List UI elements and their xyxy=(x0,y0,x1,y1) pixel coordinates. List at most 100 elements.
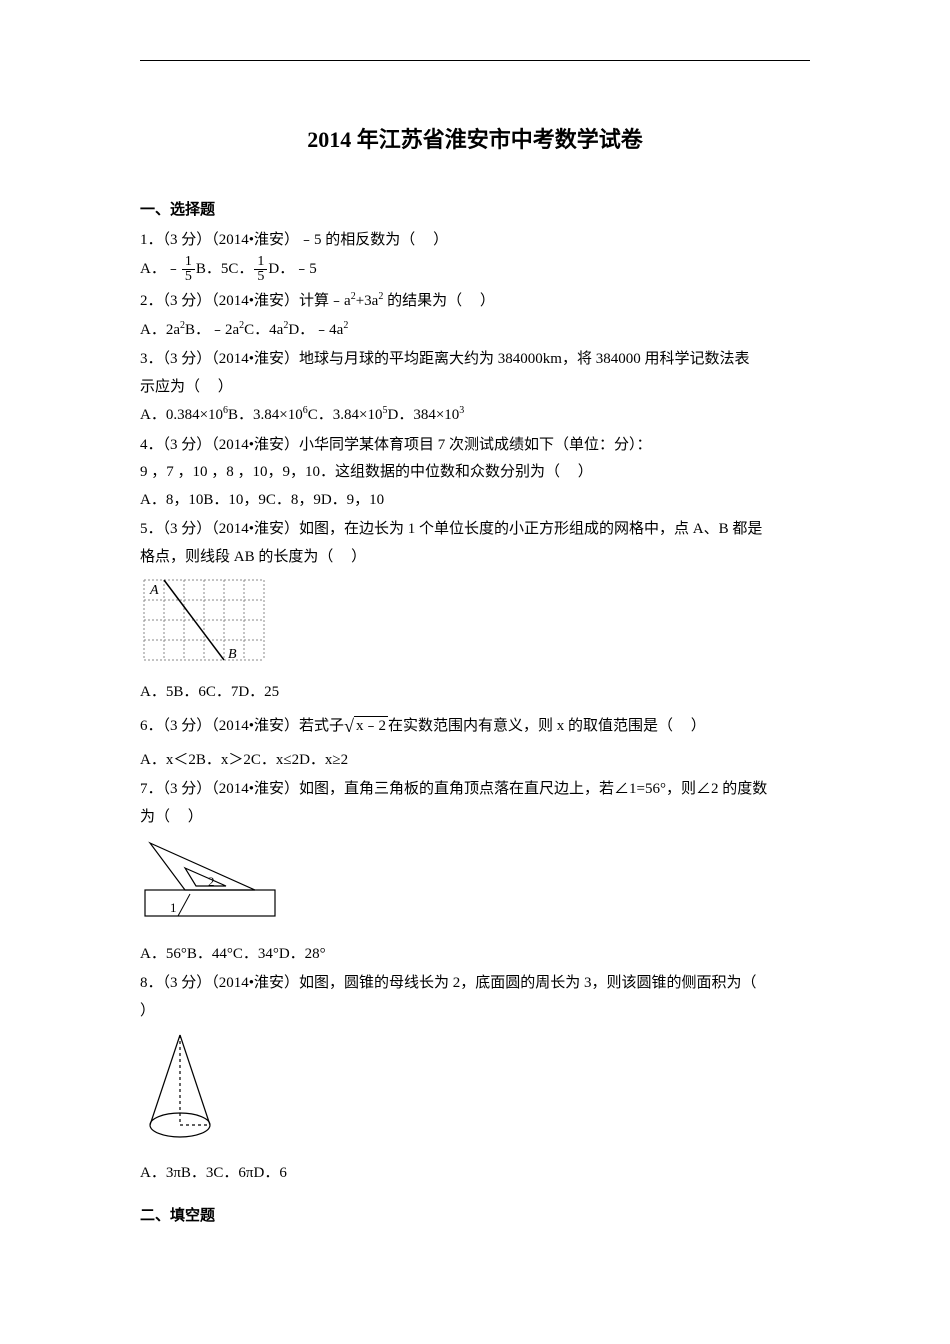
q-number: 1． xyxy=(140,232,163,248)
blank xyxy=(333,549,351,565)
q-stem-1: 计算﹣a xyxy=(299,293,351,309)
paren-close: ） xyxy=(578,464,593,480)
svg-text:B: B xyxy=(228,647,237,662)
question-3: 3．（3 分）（2014•淮安）地球与月球的平均距离大约为 384000km，将… xyxy=(140,347,810,429)
blank xyxy=(560,464,578,480)
q-points: （3 分） xyxy=(163,351,212,367)
q-number: 5． xyxy=(140,521,163,537)
question-text: 6．（3 分）（2014•淮安）若式子√x﹣2在实数范围内有意义，则 x 的取值… xyxy=(140,711,810,742)
question-text-cont: 格点，则线段 AB 的长度为（ ） xyxy=(140,545,810,571)
options: A．5B．6C．7D．25 xyxy=(140,680,810,706)
question-text: 7．（3 分）（2014•淮安）如图，直角三角板的直角顶点落在直尺边上，若∠1=… xyxy=(140,777,810,803)
paren-close: ） xyxy=(480,293,495,309)
q-points: （3 分） xyxy=(163,437,212,453)
q-stem-1: 若式子 xyxy=(299,718,344,734)
sqrt-sign-icon: √ xyxy=(344,716,354,736)
opt-c: C．3.84×10 xyxy=(308,407,383,423)
question-1: 1．（3 分）（2014•淮安）﹣5 的相反数为（ ） A．﹣15B．5C．15… xyxy=(140,228,810,285)
q-number: 3． xyxy=(140,351,163,367)
question-data-line: 9 ，7 ，10 ，8 ，10，9，10．这组数据的中位数和众数分别为（ ） xyxy=(140,460,810,486)
cone-svg xyxy=(140,1030,220,1145)
q-number: 7． xyxy=(140,781,163,797)
fraction: 15 xyxy=(254,255,267,284)
blank xyxy=(170,809,188,825)
opt-a-label: A． xyxy=(140,261,166,277)
ruler-figure: 2 1 xyxy=(140,838,810,934)
q-source: （2014•淮安） xyxy=(211,351,299,367)
question-7: 7．（3 分）（2014•淮安）如图，直角三角板的直角顶点落在直尺边上，若∠1=… xyxy=(140,777,810,967)
q-points: （3 分） xyxy=(163,232,212,248)
question-text-cont: ） xyxy=(140,999,810,1025)
question-text: 5．（3 分）（2014•淮安）如图，在边长为 1 个单位长度的小正方形组成的网… xyxy=(140,517,810,543)
opt-b: B．3.84×10 xyxy=(228,407,303,423)
q-points: （3 分） xyxy=(163,975,212,991)
opt-d: D．384×10 xyxy=(387,407,459,423)
top-horizontal-rule xyxy=(140,60,810,61)
options: A．8，10B．10，9C．8，9D．9，10 xyxy=(140,488,810,514)
opt-a-pre: ﹣ xyxy=(166,261,181,277)
question-8: 8．（3 分）（2014•淮安）如图，圆锥的母线长为 2，底面圆的周长为 3，则… xyxy=(140,971,810,1186)
question-text: 2．（3 分）（2014•淮安）计算﹣a2+3a2 的结果为（ ） xyxy=(140,288,810,315)
q-stem-2: 在实数范围内有意义，则 x 的取值范围是（ xyxy=(388,718,673,734)
opt-b: B．5 xyxy=(196,261,229,277)
q-source: （2014•淮安） xyxy=(211,293,299,309)
options: A．x＜2B．x＞2C．x≤2D．x≥2 xyxy=(140,748,810,774)
options: A．56°B．44°C．34°D．28° xyxy=(140,942,810,968)
opt-a: A．0.384×10 xyxy=(140,407,223,423)
sqrt-body: x﹣2 xyxy=(354,716,388,735)
q-stem-1: 如图，圆锥的母线长为 2，底面圆的周长为 3，则该圆锥的侧面积为（ xyxy=(299,975,757,991)
options: A．3πB．3C．6πD．6 xyxy=(140,1161,810,1187)
fraction: 15 xyxy=(182,255,195,284)
blank xyxy=(673,718,691,734)
question-text: 4．（3 分）（2014•淮安）小华同学某体育项目 7 次测试成绩如下（单位：分… xyxy=(140,433,810,459)
paren-close: ） xyxy=(433,232,448,248)
q-source: （2014•淮安） xyxy=(211,437,299,453)
data-text: 9 ，7 ，10 ，8 ，10，9，10．这组数据的中位数和众数分别为（ xyxy=(140,464,560,480)
q-number: 4． xyxy=(140,437,163,453)
q-points: （3 分） xyxy=(163,293,212,309)
blank xyxy=(200,379,218,395)
ruler-svg: 2 1 xyxy=(140,838,290,924)
q-stem-1: 地球与月球的平均距离大约为 384000km，将 384000 用科学记数法表 xyxy=(299,351,749,367)
paren-close: ） xyxy=(691,718,706,734)
sqrt: √x﹣2 xyxy=(344,718,388,734)
question-2: 2．（3 分）（2014•淮安）计算﹣a2+3a2 的结果为（ ） A．2a2B… xyxy=(140,288,810,343)
opt-c-label: C． xyxy=(228,261,253,277)
question-text: 3．（3 分）（2014•淮安）地球与月球的平均距离大约为 384000km，将… xyxy=(140,347,810,373)
blank xyxy=(462,293,480,309)
cone-figure xyxy=(140,1030,810,1155)
q-stem-2: 为（ xyxy=(140,809,170,825)
q-stem-2: 格点，则线段 AB 的长度为（ xyxy=(140,549,333,565)
opt-c: C．4a xyxy=(244,322,283,338)
q-number: 2． xyxy=(140,293,163,309)
q-points: （3 分） xyxy=(163,521,212,537)
paren-close: ） xyxy=(351,549,366,565)
options: A．0.384×106B．3.84×106C．3.84×105D．384×103 xyxy=(140,402,810,429)
section-1-heading: 一、选择题 xyxy=(140,198,810,224)
q-stem-1: 如图，在边长为 1 个单位长度的小正方形组成的网格中，点 A、B 都是 xyxy=(299,521,762,537)
q-source: （2014•淮安） xyxy=(211,232,299,248)
svg-text:1: 1 xyxy=(170,900,177,915)
question-6: 6．（3 分）（2014•淮安）若式子√x﹣2在实数范围内有意义，则 x 的取值… xyxy=(140,711,810,773)
blank xyxy=(415,232,433,248)
q-points: （3 分） xyxy=(163,718,212,734)
q-number: 8． xyxy=(140,975,163,991)
q-stem: 小华同学某体育项目 7 次测试成绩如下（单位：分）： xyxy=(299,437,652,453)
page-title: 2014 年江苏省淮安市中考数学试卷 xyxy=(140,121,810,158)
paren-close: ） xyxy=(218,379,233,395)
options: A．﹣15B．5C．15D．﹣5 xyxy=(140,255,810,284)
question-text: 8．（3 分）（2014•淮安）如图，圆锥的母线长为 2，底面圆的周长为 3，则… xyxy=(140,971,810,997)
paren-close: ） xyxy=(188,809,203,825)
q-stem: ﹣5 的相反数为（ xyxy=(299,232,415,248)
question-5: 5．（3 分）（2014•淮安）如图，在边长为 1 个单位长度的小正方形组成的网… xyxy=(140,517,810,705)
q-stem-2: +3a xyxy=(356,293,379,309)
q-source: （2014•淮安） xyxy=(211,975,299,991)
q-source: （2014•淮安） xyxy=(211,781,299,797)
grid-figure: A B xyxy=(140,576,810,674)
q-stem-1: 如图，直角三角板的直角顶点落在直尺边上，若∠1=56°，则∠2 的度数 xyxy=(299,781,767,797)
question-4: 4．（3 分）（2014•淮安）小华同学某体育项目 7 次测试成绩如下（单位：分… xyxy=(140,433,810,514)
sup: 2 xyxy=(343,320,348,331)
opt-a: A．2a xyxy=(140,322,180,338)
question-text: 1．（3 分）（2014•淮安）﹣5 的相反数为（ ） xyxy=(140,228,810,254)
q-points: （3 分） xyxy=(163,781,212,797)
